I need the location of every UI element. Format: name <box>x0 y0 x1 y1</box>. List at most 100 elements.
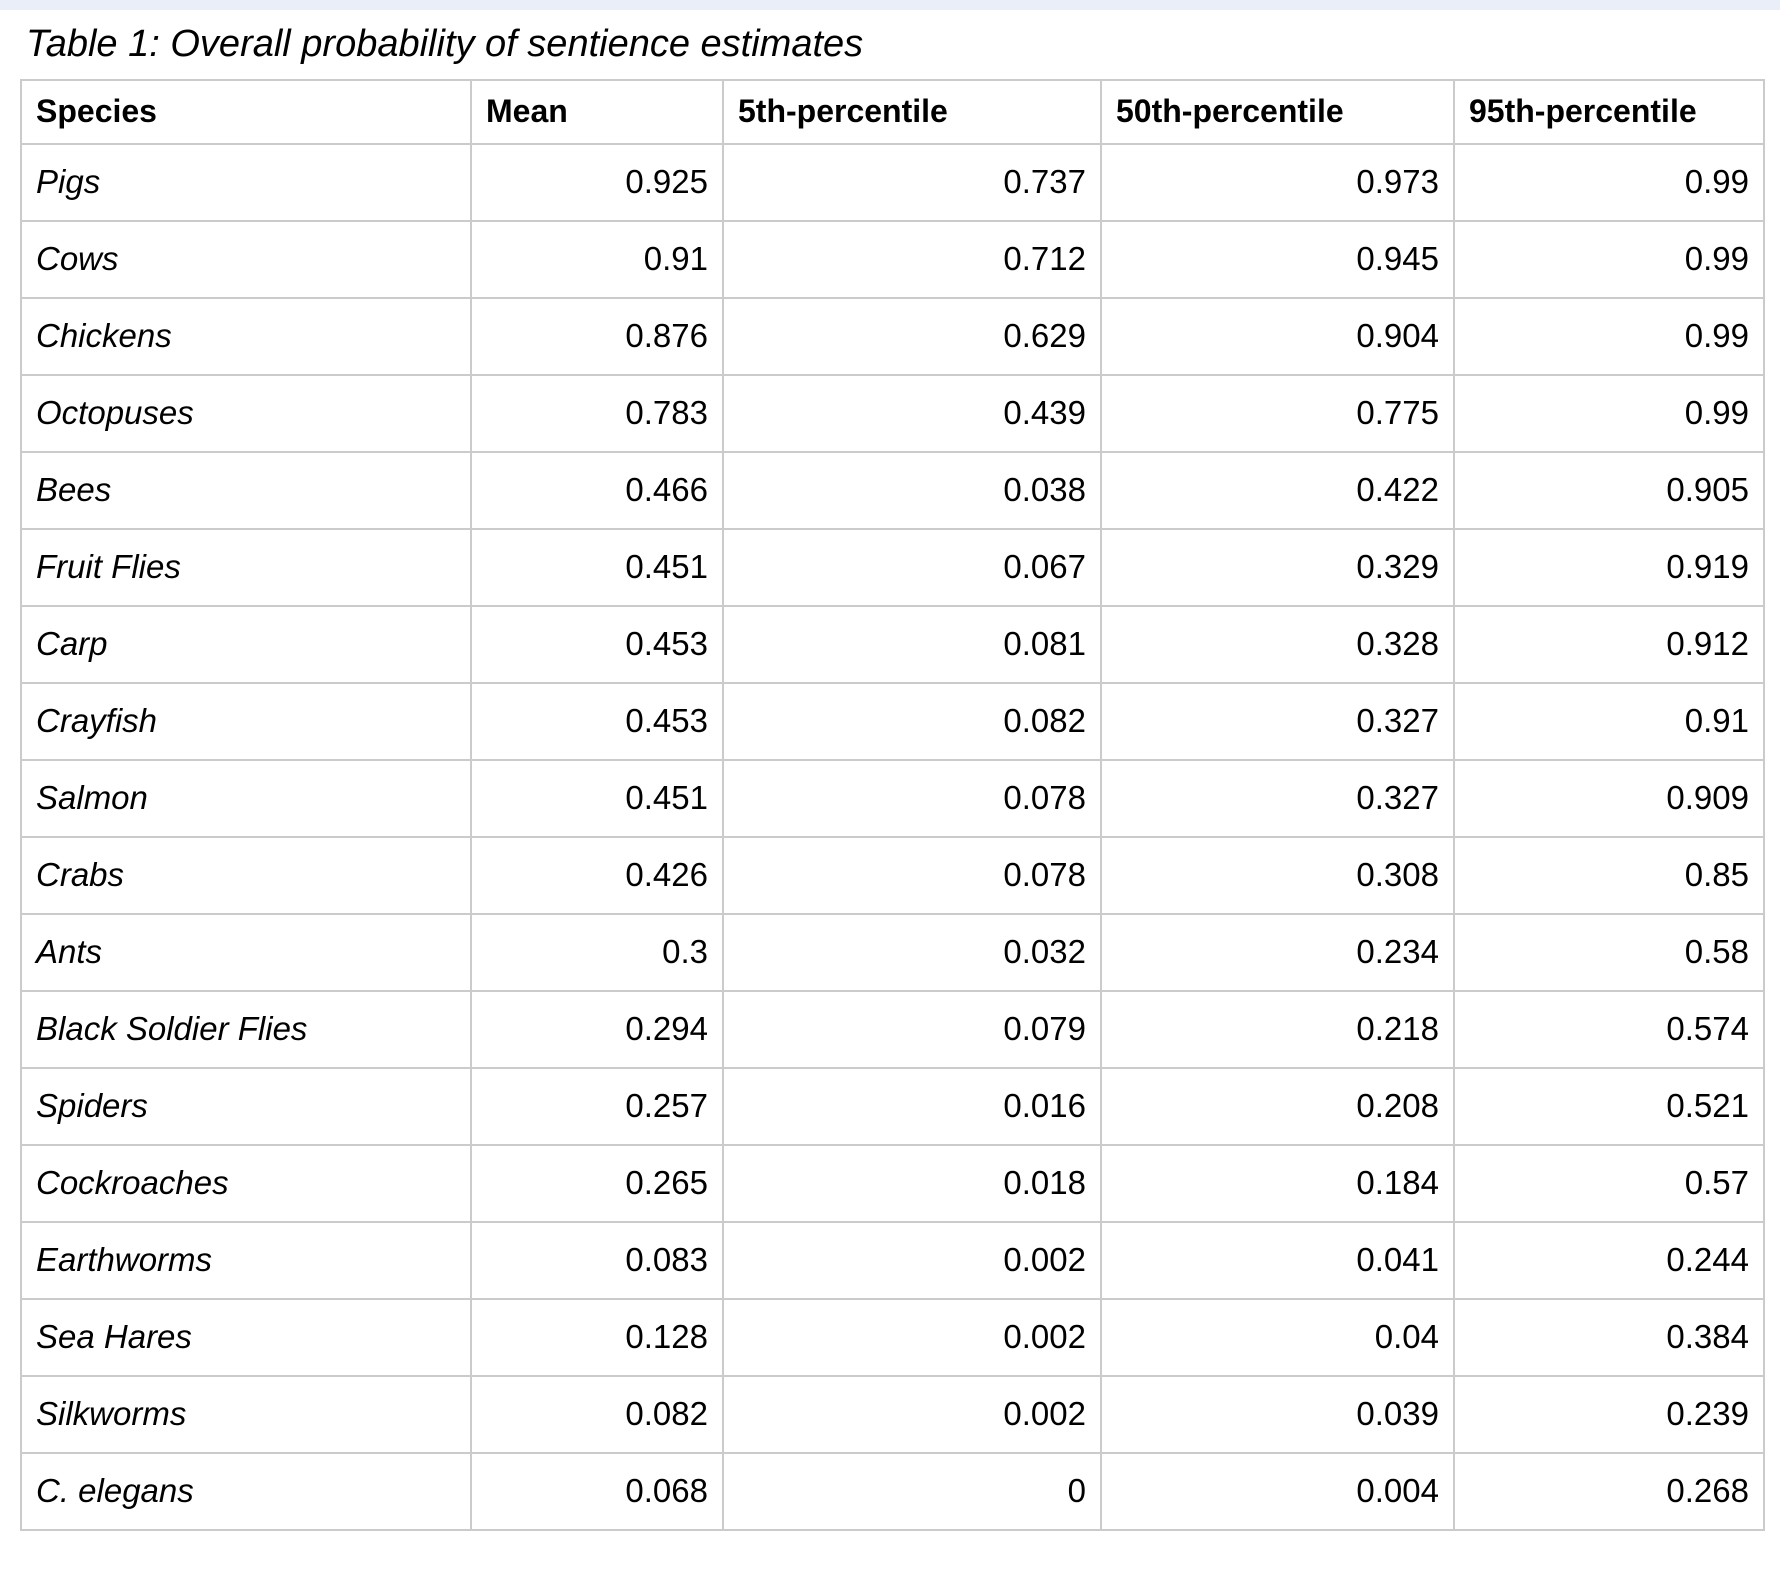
percentile-5-cell: 0.018 <box>722 1143 1102 1223</box>
table-row: Crabs 0.426 0.078 0.308 0.85 <box>20 835 1765 915</box>
species-cell: Crabs <box>20 835 472 915</box>
percentile-5-cell: 0.629 <box>722 296 1102 376</box>
mean-cell: 0.257 <box>470 1066 724 1146</box>
table-row: Cows 0.91 0.712 0.945 0.99 <box>20 219 1765 299</box>
mean-cell: 0.466 <box>470 450 724 530</box>
mean-cell: 0.451 <box>470 527 724 607</box>
percentile-50-cell: 0.775 <box>1100 373 1455 453</box>
percentile-5-cell: 0.002 <box>722 1374 1102 1454</box>
column-header-95th-percentile: 95th-percentile <box>1453 78 1765 145</box>
percentile-5-cell: 0.032 <box>722 912 1102 992</box>
mean-cell: 0.925 <box>470 142 724 222</box>
table-body: Pigs 0.925 0.737 0.973 0.99 Cows 0.91 0.… <box>20 142 1765 1531</box>
percentile-95-cell: 0.574 <box>1453 989 1765 1069</box>
species-cell: Chickens <box>20 296 472 376</box>
table-row: Cockroaches 0.265 0.018 0.184 0.57 <box>20 1143 1765 1223</box>
percentile-5-cell: 0.038 <box>722 450 1102 530</box>
mean-cell: 0.083 <box>470 1220 724 1300</box>
species-cell: Sea Hares <box>20 1297 472 1377</box>
percentile-50-cell: 0.04 <box>1100 1297 1455 1377</box>
percentile-50-cell: 0.308 <box>1100 835 1455 915</box>
species-cell: Spiders <box>20 1066 472 1146</box>
percentile-50-cell: 0.329 <box>1100 527 1455 607</box>
percentile-50-cell: 0.039 <box>1100 1374 1455 1454</box>
mean-cell: 0.783 <box>470 373 724 453</box>
percentile-50-cell: 0.208 <box>1100 1066 1455 1146</box>
percentile-50-cell: 0.327 <box>1100 681 1455 761</box>
species-cell: Pigs <box>20 142 472 222</box>
sentience-estimates-table: Species Mean 5th-percentile 50th-percent… <box>20 78 1765 1531</box>
header-row: Species Mean 5th-percentile 50th-percent… <box>20 78 1765 145</box>
table-row: Earthworms 0.083 0.002 0.041 0.244 <box>20 1220 1765 1300</box>
column-header-mean: Mean <box>470 78 724 145</box>
percentile-95-cell: 0.244 <box>1453 1220 1765 1300</box>
percentile-95-cell: 0.99 <box>1453 373 1765 453</box>
mean-cell: 0.265 <box>470 1143 724 1223</box>
mean-cell: 0.876 <box>470 296 724 376</box>
percentile-50-cell: 0.184 <box>1100 1143 1455 1223</box>
percentile-5-cell: 0.078 <box>722 835 1102 915</box>
table-row: Chickens 0.876 0.629 0.904 0.99 <box>20 296 1765 376</box>
percentile-50-cell: 0.422 <box>1100 450 1455 530</box>
percentile-95-cell: 0.99 <box>1453 219 1765 299</box>
table-row: Spiders 0.257 0.016 0.208 0.521 <box>20 1066 1765 1146</box>
species-cell: Crayfish <box>20 681 472 761</box>
species-cell: Ants <box>20 912 472 992</box>
table-row: Salmon 0.451 0.078 0.327 0.909 <box>20 758 1765 838</box>
percentile-95-cell: 0.268 <box>1453 1451 1765 1531</box>
column-header-5th-percentile: 5th-percentile <box>722 78 1102 145</box>
mean-cell: 0.453 <box>470 681 724 761</box>
mean-cell: 0.91 <box>470 219 724 299</box>
percentile-95-cell: 0.912 <box>1453 604 1765 684</box>
page-background-strip <box>0 0 1780 10</box>
percentile-95-cell: 0.919 <box>1453 527 1765 607</box>
percentile-50-cell: 0.234 <box>1100 912 1455 992</box>
table-row: Fruit Flies 0.451 0.067 0.329 0.919 <box>20 527 1765 607</box>
percentile-95-cell: 0.239 <box>1453 1374 1765 1454</box>
percentile-95-cell: 0.91 <box>1453 681 1765 761</box>
table-row: Pigs 0.925 0.737 0.973 0.99 <box>20 142 1765 222</box>
percentile-50-cell: 0.004 <box>1100 1451 1455 1531</box>
species-cell: Octopuses <box>20 373 472 453</box>
percentile-5-cell: 0.067 <box>722 527 1102 607</box>
percentile-5-cell: 0.712 <box>722 219 1102 299</box>
species-cell: Carp <box>20 604 472 684</box>
species-cell: Bees <box>20 450 472 530</box>
percentile-5-cell: 0.081 <box>722 604 1102 684</box>
percentile-50-cell: 0.973 <box>1100 142 1455 222</box>
species-cell: C. elegans <box>20 1451 472 1531</box>
table-row: Silkworms 0.082 0.002 0.039 0.239 <box>20 1374 1765 1454</box>
table-row: C. elegans 0.068 0 0.004 0.268 <box>20 1451 1765 1531</box>
percentile-95-cell: 0.57 <box>1453 1143 1765 1223</box>
percentile-95-cell: 0.384 <box>1453 1297 1765 1377</box>
percentile-50-cell: 0.327 <box>1100 758 1455 838</box>
species-cell: Fruit Flies <box>20 527 472 607</box>
percentile-95-cell: 0.99 <box>1453 296 1765 376</box>
table-header: Species Mean 5th-percentile 50th-percent… <box>20 78 1765 145</box>
species-cell: Cockroaches <box>20 1143 472 1223</box>
table-row: Crayfish 0.453 0.082 0.327 0.91 <box>20 681 1765 761</box>
percentile-5-cell: 0.016 <box>722 1066 1102 1146</box>
percentile-50-cell: 0.218 <box>1100 989 1455 1069</box>
percentile-5-cell: 0.079 <box>722 989 1102 1069</box>
percentile-5-cell: 0.082 <box>722 681 1102 761</box>
mean-cell: 0.451 <box>470 758 724 838</box>
mean-cell: 0.082 <box>470 1374 724 1454</box>
table-caption: Table 1: Overall probability of sentienc… <box>26 23 864 65</box>
percentile-95-cell: 0.99 <box>1453 142 1765 222</box>
mean-cell: 0.294 <box>470 989 724 1069</box>
species-cell: Cows <box>20 219 472 299</box>
percentile-95-cell: 0.905 <box>1453 450 1765 530</box>
species-cell: Salmon <box>20 758 472 838</box>
percentile-50-cell: 0.904 <box>1100 296 1455 376</box>
percentile-5-cell: 0.078 <box>722 758 1102 838</box>
table-row: Carp 0.453 0.081 0.328 0.912 <box>20 604 1765 684</box>
mean-cell: 0.453 <box>470 604 724 684</box>
mean-cell: 0.426 <box>470 835 724 915</box>
species-cell: Earthworms <box>20 1220 472 1300</box>
percentile-50-cell: 0.328 <box>1100 604 1455 684</box>
species-cell: Black Soldier Flies <box>20 989 472 1069</box>
percentile-95-cell: 0.521 <box>1453 1066 1765 1146</box>
column-header-50th-percentile: 50th-percentile <box>1100 78 1455 145</box>
